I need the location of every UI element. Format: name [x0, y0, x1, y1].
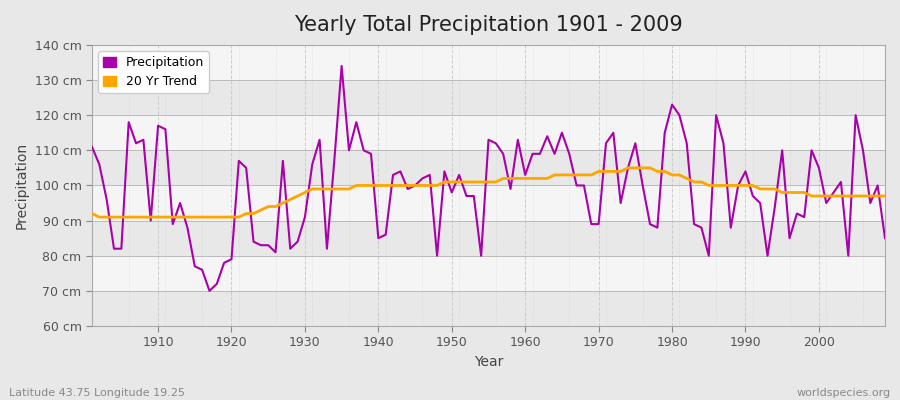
Y-axis label: Precipitation: Precipitation: [15, 142, 29, 229]
Legend: Precipitation, 20 Yr Trend: Precipitation, 20 Yr Trend: [98, 51, 209, 93]
Bar: [92, 115, 885, 150]
Bar: [92, 291, 885, 326]
Bar: [92, 221, 885, 256]
Title: Yearly Total Precipitation 1901 - 2009: Yearly Total Precipitation 1901 - 2009: [294, 15, 683, 35]
Text: worldspecies.org: worldspecies.org: [796, 388, 891, 398]
Text: Latitude 43.75 Longitude 19.25: Latitude 43.75 Longitude 19.25: [9, 388, 185, 398]
Bar: [92, 80, 885, 115]
X-axis label: Year: Year: [473, 355, 503, 369]
Bar: [92, 150, 885, 186]
Bar: [92, 256, 885, 291]
Bar: [92, 186, 885, 221]
Bar: [92, 45, 885, 80]
